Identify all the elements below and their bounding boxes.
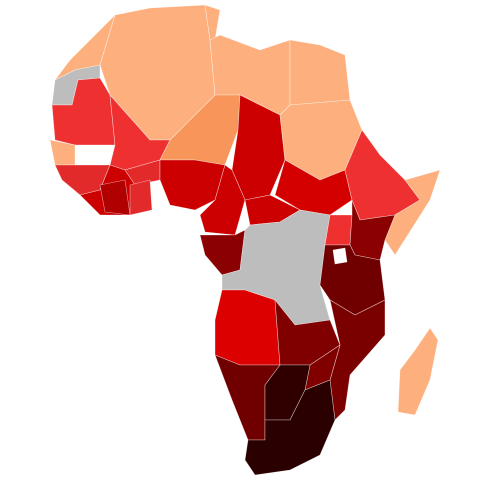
madagascar — [397, 327, 439, 416]
ivory-coast — [99, 179, 131, 216]
ghana — [129, 179, 153, 216]
angola — [214, 289, 281, 366]
nigeria — [159, 159, 226, 211]
south-sudan — [274, 159, 353, 216]
gabon-congo — [199, 229, 246, 276]
cameroon — [199, 164, 246, 236]
malawi-mozambique — [329, 299, 386, 421]
uganda — [324, 214, 353, 246]
lake-victoria — [332, 247, 348, 265]
somalia — [384, 169, 441, 256]
egypt — [289, 39, 351, 106]
south-africa — [244, 379, 336, 476]
